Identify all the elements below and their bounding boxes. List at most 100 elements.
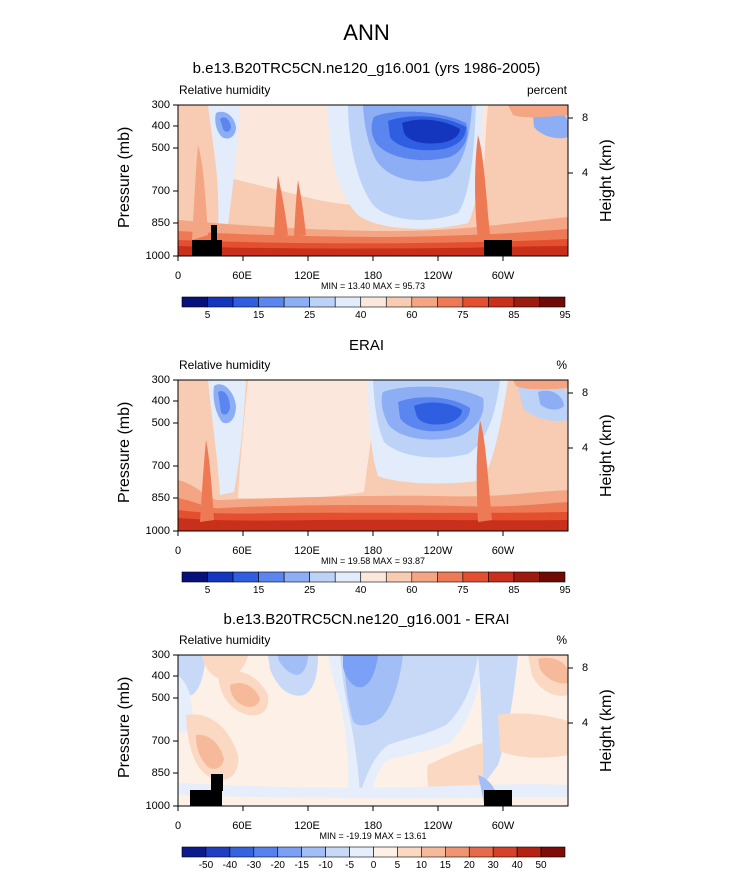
panel-3-contour-band-23 [211, 774, 223, 791]
panel-3-colorbar-box-7 [349, 846, 374, 858]
panel-2-colorbar-box-1 [207, 571, 234, 583]
panel-2-contour-band-2 [238, 380, 378, 499]
panel-3-contour-band-18 [498, 713, 568, 758]
panel-1-xtick-120e: 120E [294, 270, 320, 282]
panel-1-colorbar [181, 296, 566, 308]
panel-3-left-label: Relative humidity [179, 633, 271, 647]
panel-2-ytick-700: 700 [151, 460, 170, 472]
panel-3-ytick-850: 850 [151, 767, 170, 779]
panel-1-left-label: Relative humidity [179, 83, 271, 97]
panel-3-contour-band-14 [196, 734, 224, 769]
panel-2-ytick-500: 500 [151, 417, 170, 429]
panel-3-xtick-120w: 120W [423, 820, 453, 832]
panel-2-height-tick-8: 8 [582, 387, 589, 399]
panel-2-height-axis-label: Height (km) [598, 414, 615, 497]
panel-3-colorbar-label-14: 50 [535, 860, 547, 871]
panel-1-colorbar-box-1 [207, 296, 234, 308]
panel-3-contour-band-22 [190, 790, 222, 806]
panel-1-colorbar-box-11 [462, 296, 489, 308]
panel-1-contour-band-21 [274, 175, 288, 237]
panel-2-contour-band-13 [513, 380, 568, 390]
panel-1-xtick-120w: 120W [423, 270, 453, 282]
panel-1-colorbar-label-3: 40 [355, 310, 367, 321]
panel-1-height-tick-8: 8 [582, 112, 589, 124]
panel-1-contour-band-22 [294, 180, 306, 237]
panel-3-colorbar-box-0 [181, 846, 207, 858]
panel-3-colorbar-label-11: 20 [463, 860, 475, 871]
panel-3-xtick-120e: 120E [294, 820, 320, 832]
panel-3-colorbar-box-9 [397, 846, 422, 858]
panel-1-colorbar-label-7: 95 [559, 310, 571, 321]
panel-1-contour-band-23 [192, 240, 222, 256]
panel-3-colorbar-box-2 [229, 846, 255, 858]
panel-2-colorbar-label-5: 75 [457, 585, 469, 596]
panel-2-ytick-1000: 1000 [145, 525, 170, 537]
panel-1-colorbar-box-10 [437, 296, 464, 308]
panel-3-contour-band-16 [538, 657, 568, 684]
panel-3-colorbar-box-1 [205, 846, 231, 858]
panel-3-colorbar-label-10: 15 [439, 860, 451, 871]
panel-3-height-tick-4: 4 [582, 717, 589, 729]
panel-2-colorbar-box-9 [411, 571, 438, 583]
panel-3-colorbar-label-13: 40 [511, 860, 523, 871]
panel-3-colorbar-label-9: 10 [415, 860, 427, 871]
panel-2-contour-band-17 [178, 518, 568, 531]
panel-2-ytick-400: 400 [151, 395, 170, 407]
panel-2-contour-band-8 [414, 402, 462, 425]
panel-3-contour-band-5 [478, 655, 518, 785]
panel-2-contour-band-18 [200, 440, 214, 522]
panel-2-colorbar-box-4 [283, 571, 310, 583]
panel-1-contour-band-10 [402, 119, 460, 144]
panel-2-colorbar-label-2: 25 [304, 585, 316, 596]
panel-1-colorbar-box-4 [283, 296, 310, 308]
panel-1-xtick-180: 180 [363, 270, 383, 282]
panel-1-ytick-400: 400 [151, 120, 170, 132]
panel-1-colorbar-box-2 [232, 296, 259, 308]
panel-2-colorbar-box-0 [181, 571, 208, 583]
panel-3-colorbar-box-6 [325, 846, 350, 858]
panel-2-colorbar-box-3 [258, 571, 285, 583]
panel-3-colorbar-box-4 [277, 846, 302, 858]
panel-3-colorbar-label-8: 5 [394, 860, 401, 871]
panel-2-left-label: Relative humidity [179, 358, 271, 372]
panel-1-colorbar-box-7 [360, 296, 387, 308]
panel-3-colorbar-label-5: -10 [318, 860, 333, 871]
panel-1-colorbar-box-9 [411, 296, 438, 308]
panel-3-xtick-0: 0 [174, 820, 182, 832]
panel-2-colorbar-label-1: 15 [253, 585, 265, 596]
panel-3-min-max: MIN = -19.19 MAX = 13.61 [319, 831, 427, 841]
panel-3-colorbar-box-12 [468, 846, 494, 858]
panel-3-colorbar-box-15 [540, 846, 566, 858]
panel-1-contour-band-25 [484, 240, 512, 256]
panel-1-colorbar-box-14 [539, 296, 566, 308]
panel-3-colorbar-label-0: -50 [198, 860, 214, 871]
panel-1-colorbar-box-8 [385, 296, 413, 308]
panel-2-colorbar-box-8 [385, 571, 413, 583]
panel-2-colorbar-box-10 [437, 571, 464, 583]
panel-3-ytick-300: 300 [151, 649, 170, 661]
panel-2-height-tick-4: 4 [582, 442, 589, 454]
panel-3-colorbar-label-4: -15 [294, 860, 309, 871]
panel-2-contour-band-10 [218, 390, 230, 415]
panel-1-xtick-60w: 60W [491, 270, 515, 282]
panel-2-colorbar-label-7: 95 [559, 585, 571, 596]
panel-2-y-axis-label: Pressure (mb) [116, 401, 133, 503]
panel-2-colorbar-box-6 [334, 571, 362, 583]
panel-3-contour-band-11 [230, 682, 260, 707]
panel-1-contour-band-14 [508, 105, 568, 118]
panel-3-title: b.e13.B20TRC5CN.ne120_g16.001 - ERAI [223, 611, 510, 628]
panel-1-colorbar-box-3 [258, 296, 285, 308]
panel-2-xtick-0: 0 [174, 545, 182, 557]
panel-2-colorbar-label-4: 60 [406, 585, 418, 596]
panel-1-y-axis-label: Pressure (mb) [116, 126, 133, 228]
panel-1-colorbar-label-0: 5 [204, 310, 211, 321]
panel-3-ytick-1000: 1000 [145, 800, 170, 812]
panel-1-colorbar-box-5 [309, 296, 336, 308]
panel-2-colorbar-label-6: 85 [508, 585, 520, 596]
panel-1-colorbar-box-6 [334, 296, 362, 308]
panel-3-colorbar-label-3: -20 [270, 860, 285, 871]
panel-3-colorbar-box-11 [445, 846, 470, 858]
panel-3-colorbar-label-2: -30 [246, 860, 262, 871]
panel-1-height-tick-4: 4 [582, 167, 589, 179]
panel-2-colorbar-box-7 [360, 571, 387, 583]
